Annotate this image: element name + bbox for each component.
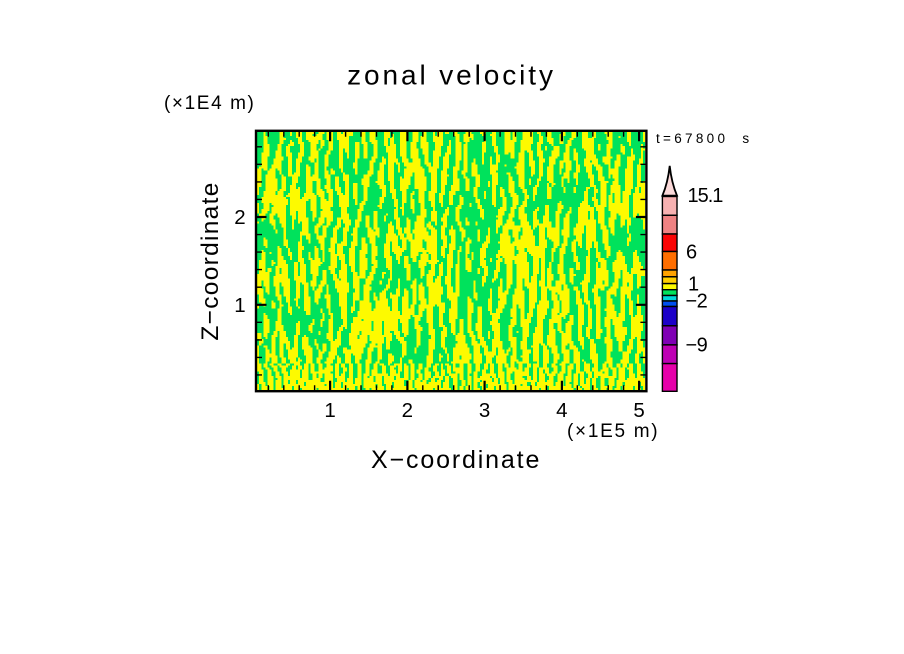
svg-text:−2: −2 <box>686 290 708 312</box>
svg-text:15.1: 15.1 <box>688 185 724 207</box>
svg-text:2: 2 <box>402 399 413 422</box>
svg-text:Z−coordinate: Z−coordinate <box>197 181 224 340</box>
svg-text:1: 1 <box>688 274 699 296</box>
svg-text:4: 4 <box>556 399 567 422</box>
svg-text:3: 3 <box>479 399 490 422</box>
svg-text:(×1E5 m): (×1E5 m) <box>567 421 659 442</box>
svg-text:−9: −9 <box>686 335 708 357</box>
svg-text:5: 5 <box>633 399 644 422</box>
svg-text:(×1E4 m): (×1E4 m) <box>164 93 255 114</box>
svg-text:1: 1 <box>324 399 335 422</box>
svg-text:t=67800 s: t=67800 s <box>656 131 752 146</box>
svg-text:1: 1 <box>234 294 245 317</box>
svg-text:2: 2 <box>234 206 245 229</box>
svg-text:6: 6 <box>686 241 697 263</box>
svg-text:zonal velocity: zonal velocity <box>347 59 556 90</box>
svg-text:X−coordinate: X−coordinate <box>371 446 541 474</box>
